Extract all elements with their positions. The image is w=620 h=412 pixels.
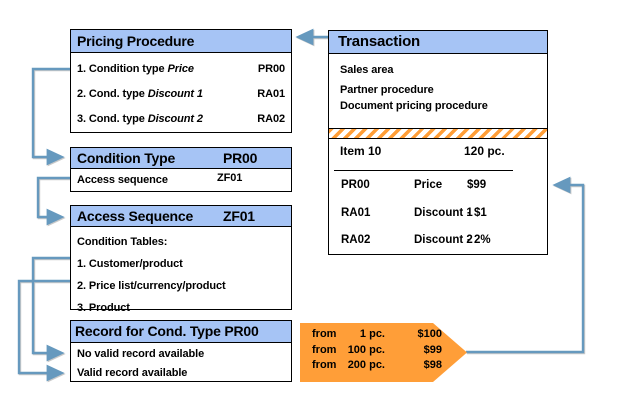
pricing-step-label: 3. Cond. type Discount 2 bbox=[77, 113, 203, 125]
scale-quantity: 100 pc. bbox=[347, 343, 385, 356]
condition-value: - 2% bbox=[467, 234, 491, 246]
item-row: Item 10 120 pc. bbox=[340, 144, 540, 159]
pricing-procedure-header: Pricing Procedure bbox=[71, 30, 291, 53]
condition-type-body: Access sequence ZF01 bbox=[71, 169, 291, 190]
pricing-step-row: 3. Cond. type Discount 2 RA02 bbox=[77, 107, 285, 132]
access-sequence-header: Access Sequence ZF01 bbox=[71, 206, 291, 227]
condition-type-code: RA01 bbox=[257, 88, 285, 100]
condition-type-code: RA02 bbox=[257, 113, 285, 125]
pricing-procedure-box: Pricing Procedure 1. Condition type Pric… bbox=[70, 29, 292, 133]
condition-code: PR00 bbox=[341, 179, 370, 191]
transaction-title: Transaction bbox=[338, 33, 420, 50]
access-sequence-box: Access Sequence ZF01 Condition Tables: 1… bbox=[70, 205, 292, 314]
scale-quantity: 1 pc. bbox=[359, 328, 385, 340]
no-valid-record-row: No valid record available bbox=[77, 348, 205, 360]
condition-record-box: Record for Cond. Type PR00 No valid reco… bbox=[70, 320, 292, 382]
pricing-step-label: 1. Condition type Price bbox=[77, 63, 194, 75]
pricing-step-row: 2. Cond. type Discount 1 RA01 bbox=[77, 82, 285, 107]
determinant-partner-procedure: Partner procedure bbox=[340, 84, 434, 96]
scale-from-label: from bbox=[312, 343, 337, 356]
item-label: Item 10 bbox=[340, 144, 382, 158]
condition-name: Price bbox=[414, 179, 443, 191]
pricing-procedure-title: Pricing Procedure bbox=[77, 33, 195, 49]
scale-from-label: from bbox=[312, 328, 337, 340]
condition-name: Discount 1 bbox=[414, 207, 473, 219]
transaction-header: Transaction bbox=[329, 31, 547, 54]
condition-table-item: 2. Price list/currency/product bbox=[77, 280, 226, 292]
access-sequence-label: Access sequence bbox=[77, 174, 168, 186]
pricing-step-row: 1. Condition type Price PR00 bbox=[77, 57, 285, 82]
scale-from-label: from bbox=[312, 359, 337, 371]
condition-value: - $1 bbox=[467, 207, 487, 219]
scale-price: $99 bbox=[423, 343, 442, 356]
hatch-divider bbox=[329, 128, 547, 139]
transaction-pricing-row: RA01 Discount 1 - $1 bbox=[341, 206, 541, 221]
condition-type-box: Condition Type PR00 Access sequence ZF01 bbox=[70, 147, 292, 192]
arrow-table1-to-novalidrecord bbox=[31, 256, 70, 362]
pricing-step-label: 2. Cond. type Discount 1 bbox=[77, 88, 203, 100]
condition-table-item: 3. Product bbox=[77, 302, 130, 314]
condition-name: Discount 2 bbox=[414, 234, 473, 246]
determinant-document-pricing-procedure: Document pricing procedure bbox=[340, 100, 488, 112]
scale-row: from 200 pc. $98 bbox=[300, 358, 467, 374]
arrow-pricingrow1-to-conditiontype bbox=[31, 67, 70, 166]
condition-record-header: Record for Cond. Type PR00 bbox=[71, 321, 291, 343]
arrow-table2-to-validrecord bbox=[17, 279, 70, 382]
access-sequence-code: ZF01 bbox=[217, 172, 243, 184]
condition-type-title: Condition Type bbox=[77, 150, 176, 166]
condition-code: RA01 bbox=[341, 207, 371, 219]
condition-type-code: PR00 bbox=[223, 150, 258, 166]
transaction-pricing-row: RA02 Discount 2 - 2% bbox=[341, 233, 541, 248]
arrow-accesssequence-ref bbox=[36, 176, 70, 226]
access-sequence-code: ZF01 bbox=[223, 208, 255, 224]
scale-row: from 100 pc. $99 bbox=[300, 343, 467, 359]
item-underline bbox=[334, 170, 513, 171]
transaction-pricing-row: PR00 Price $99 bbox=[341, 178, 541, 193]
scale-price: $100 bbox=[417, 328, 442, 340]
condition-tables-heading: Condition Tables: bbox=[77, 236, 168, 248]
condition-type-code: PR00 bbox=[257, 63, 285, 75]
scale-row: from 1 pc. $100 bbox=[300, 327, 467, 343]
price-scale-arrow: from 1 pc. $100 from 100 pc. $99 from 20… bbox=[300, 323, 467, 382]
condition-type-header: Condition Type PR00 bbox=[71, 148, 291, 169]
item-quantity: 120 pc. bbox=[464, 144, 505, 158]
scale-price: $98 bbox=[423, 359, 442, 371]
condition-table-item: 1. Customer/product bbox=[77, 258, 183, 270]
determinant-sales-area: Sales area bbox=[340, 64, 394, 76]
transaction-box: Transaction Sales area Partner procedure… bbox=[328, 30, 548, 255]
access-sequence-title: Access Sequence bbox=[77, 208, 194, 224]
condition-value: $99 bbox=[467, 179, 487, 191]
condition-record-title: Record for Cond. Type PR00 bbox=[75, 323, 259, 339]
condition-code: RA02 bbox=[341, 234, 371, 246]
scale-quantity: 200 pc. bbox=[347, 359, 385, 371]
valid-record-row: Valid record available bbox=[77, 367, 188, 379]
